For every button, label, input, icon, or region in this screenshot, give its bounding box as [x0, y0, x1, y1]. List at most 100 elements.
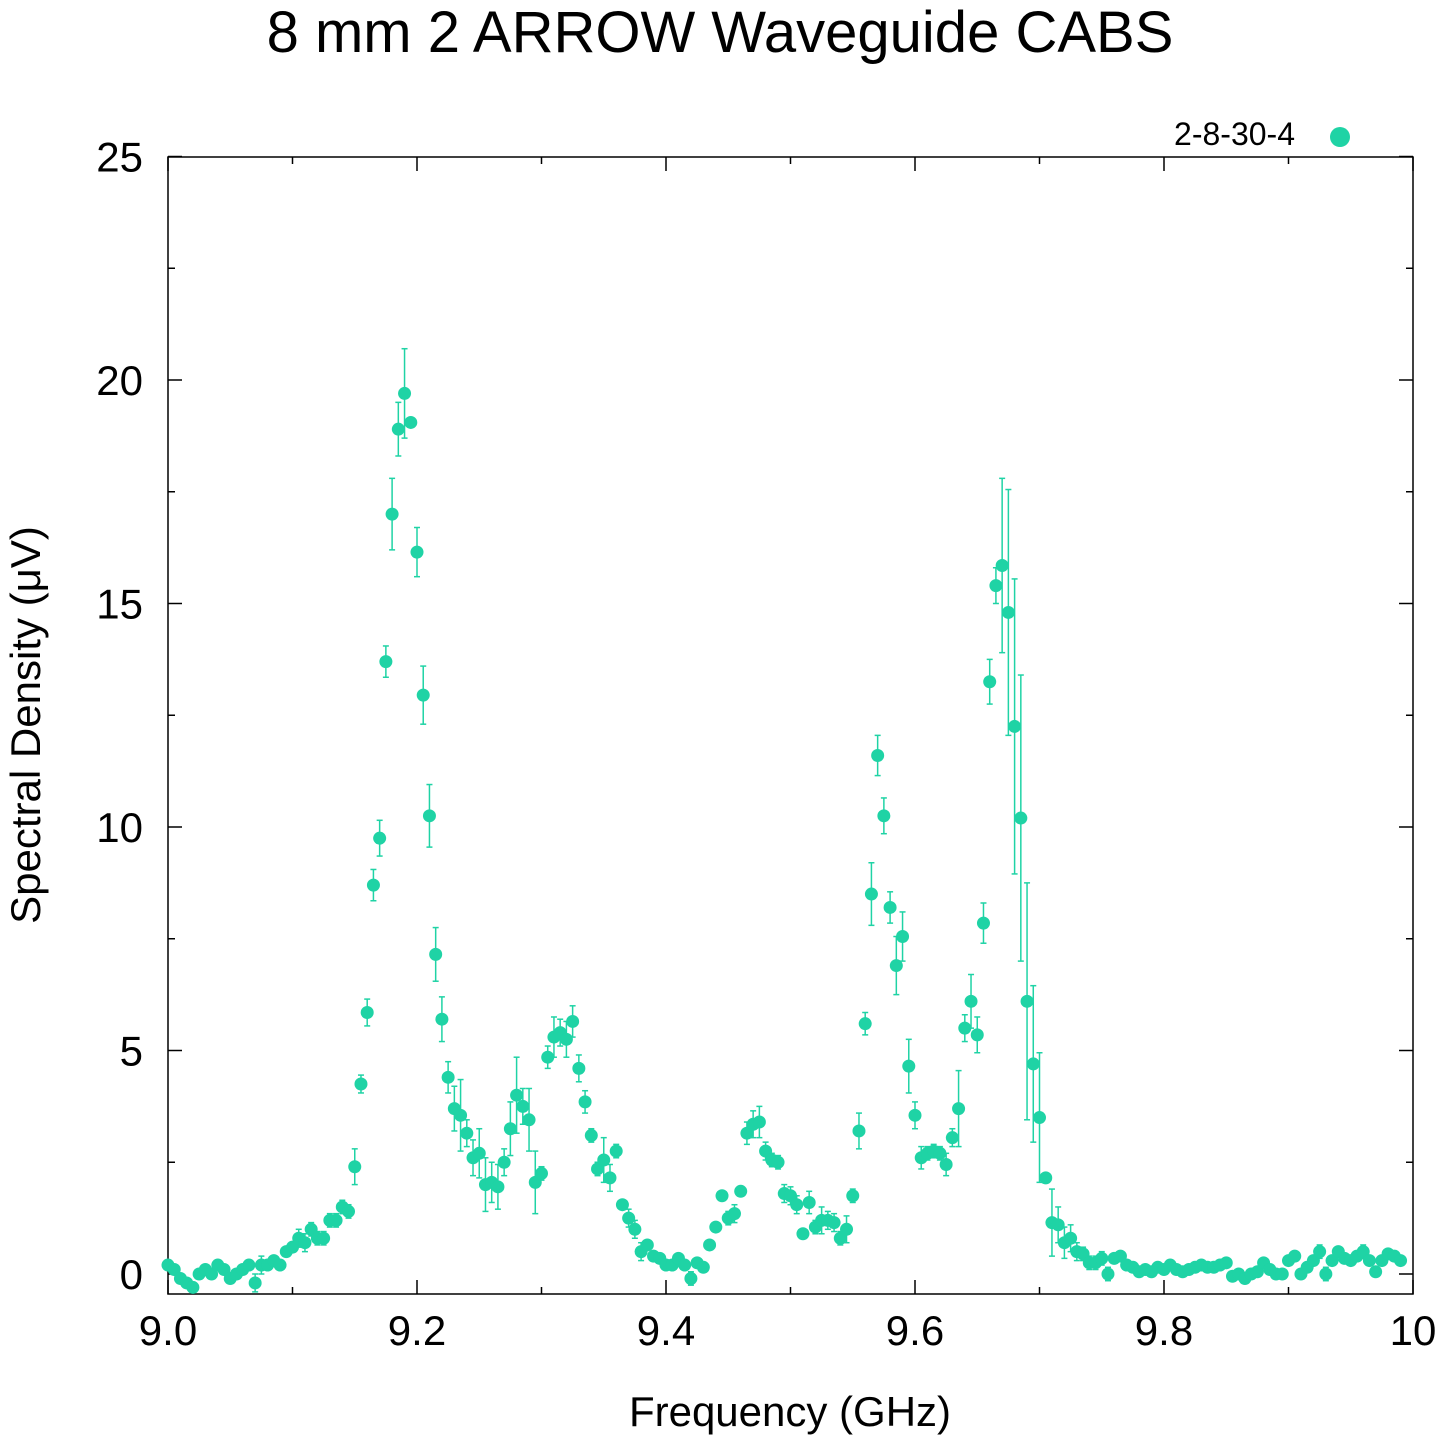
data-point — [1001, 605, 1015, 619]
data-point — [871, 748, 885, 762]
data-point — [1219, 1256, 1233, 1270]
data-point — [1369, 1265, 1383, 1279]
data-point — [684, 1271, 698, 1285]
y-axis-label: Spectral Density (μV) — [2, 526, 49, 924]
data-point — [976, 916, 990, 930]
data-point — [902, 1059, 916, 1073]
data-point — [609, 1144, 623, 1158]
data-point — [597, 1153, 611, 1167]
data-point — [964, 994, 978, 1008]
data-point — [578, 1095, 592, 1109]
data-point — [1033, 1111, 1046, 1125]
data-point — [696, 1260, 710, 1274]
data-point — [404, 415, 418, 429]
chart-title: 8 mm 2 ARROW Waveguide CABS — [267, 0, 1174, 65]
data-point — [348, 1160, 362, 1174]
data-point — [1101, 1267, 1115, 1281]
y-tick-label: 5 — [120, 1028, 143, 1075]
data-point — [1064, 1231, 1078, 1245]
x-tick-label: 9.0 — [139, 1307, 197, 1354]
data-point — [1051, 1218, 1065, 1232]
data-point — [391, 422, 405, 436]
data-point — [566, 1014, 580, 1028]
x-axis: 9.0 9.2 9.4 9.6 9.8 10 — [139, 157, 1437, 1354]
data-point — [497, 1155, 511, 1169]
data-point — [958, 1021, 972, 1035]
x-tick-label: 9.2 — [388, 1307, 446, 1354]
data-point — [354, 1077, 368, 1091]
data-point — [522, 1113, 536, 1127]
data-point — [640, 1238, 654, 1252]
data-point — [516, 1099, 530, 1113]
data-point — [1008, 719, 1022, 733]
data-point — [989, 579, 1003, 593]
data-point — [877, 809, 891, 823]
y-tick-label: 0 — [120, 1251, 143, 1298]
data-point — [491, 1180, 505, 1194]
data-point — [186, 1280, 200, 1294]
data-point — [603, 1171, 617, 1185]
data-point — [366, 878, 380, 892]
data-point — [908, 1108, 922, 1122]
x-axis-label: Frequency (GHz) — [629, 1388, 951, 1435]
plot-frame — [167, 156, 1414, 1295]
data-point — [572, 1061, 586, 1075]
error-bars — [165, 347, 1404, 1293]
data-point — [559, 1032, 573, 1046]
data-points — [161, 386, 1408, 1294]
data-point — [983, 675, 997, 689]
data-point — [1014, 811, 1028, 825]
data-point — [945, 1131, 959, 1145]
data-point — [802, 1195, 816, 1209]
data-point — [703, 1238, 717, 1252]
data-point — [827, 1216, 841, 1230]
data-point — [1275, 1267, 1289, 1281]
data-point — [298, 1236, 312, 1250]
legend: 2-8-30-4 — [1174, 116, 1350, 152]
data-point — [752, 1115, 766, 1129]
data-point — [441, 1070, 455, 1084]
data-point — [939, 1157, 953, 1171]
y-tick-label: 10 — [96, 804, 143, 851]
data-point — [510, 1088, 524, 1102]
data-point — [317, 1231, 331, 1245]
x-tick-label: 10 — [1390, 1307, 1437, 1354]
data-point — [373, 831, 387, 845]
data-point — [852, 1124, 866, 1138]
data-point — [1095, 1251, 1109, 1265]
data-point — [952, 1102, 966, 1116]
data-point — [970, 1028, 984, 1042]
data-point — [360, 1006, 374, 1020]
data-point — [541, 1050, 555, 1064]
data-point — [734, 1184, 748, 1198]
data-point — [460, 1126, 474, 1140]
y-tick-label: 15 — [96, 581, 143, 628]
x-tick-label: 9.8 — [1135, 1307, 1193, 1354]
data-point — [933, 1146, 947, 1160]
data-point — [771, 1155, 785, 1169]
data-point — [584, 1128, 598, 1142]
data-point — [858, 1017, 872, 1031]
data-point — [1362, 1254, 1376, 1268]
data-point — [329, 1213, 343, 1227]
data-point — [790, 1198, 804, 1212]
data-point — [889, 959, 903, 973]
data-point — [840, 1222, 854, 1236]
x-tick-label: 9.4 — [637, 1307, 695, 1354]
data-point — [995, 559, 1009, 573]
data-point — [628, 1222, 642, 1236]
data-point — [385, 507, 399, 521]
data-point — [342, 1204, 356, 1218]
data-point — [1039, 1171, 1053, 1185]
legend-label: 2-8-30-4 — [1174, 116, 1295, 152]
data-point — [379, 655, 393, 669]
data-point — [535, 1166, 548, 1180]
data-point — [422, 809, 436, 823]
data-point — [883, 900, 897, 914]
data-point — [1313, 1245, 1327, 1259]
data-point — [796, 1227, 810, 1241]
data-point — [472, 1146, 486, 1160]
data-point — [416, 688, 430, 702]
data-point — [1319, 1267, 1333, 1281]
